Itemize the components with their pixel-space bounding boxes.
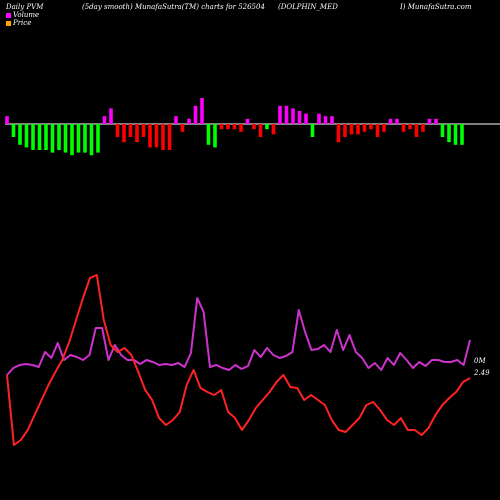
header-center2: (DOLPHIN_MED [278,3,338,11]
volume-bar [213,124,217,148]
volume-bar [18,124,22,145]
legend-price: Price [6,19,31,27]
volume-bar [252,124,256,130]
volume-bar [122,124,126,143]
price-line [6,274,471,446]
volume-bar [336,124,341,143]
volume-bar [96,124,100,153]
volume-bar [232,124,237,130]
volume-bar [148,124,152,148]
volume-bar [434,118,438,124]
volume-bar [154,124,159,148]
volume-bar [50,124,55,153]
volume-bar [317,113,321,124]
legend-volume-swatch [6,12,11,18]
volume-bar [447,124,451,143]
volume-bar [382,124,386,132]
volume-bar [362,124,367,132]
volume-bar [239,124,243,132]
volume-bar [180,124,185,132]
legend-volume: Volume [6,11,39,19]
volume-bar [421,124,425,132]
volume-bar [37,124,42,150]
volume-bar [11,124,16,137]
volume-bar [161,124,165,150]
volume-bar [278,105,282,124]
volume-bar [245,118,250,124]
legend-price-swatch [6,20,11,26]
volume-bar [226,124,230,130]
header-left: Daily PVM [6,3,44,11]
volume-bar [330,116,334,124]
volume-bar [83,124,87,153]
volume-bar [128,124,133,137]
volume-bar [369,124,373,130]
volume-bar [395,118,399,124]
volume-bar [206,124,211,145]
volume-bar [200,98,204,124]
volume-bar [219,124,224,130]
volume-bar [193,105,198,124]
label-right-top: 0M [474,357,486,365]
volume-bar [460,124,464,145]
volume-bar [265,124,269,130]
legend-price-label: Price [13,19,32,27]
volume-bar [57,124,61,150]
volume-bar [284,105,289,124]
volume-bar [89,124,94,156]
volume-bar [343,124,347,137]
volume-bar [375,124,380,137]
label-right-bottom: 2.49 [474,369,490,377]
volume-bar [453,124,458,145]
volume-bar [356,124,360,135]
volume-bar [401,124,406,132]
volume-bar [291,108,295,124]
volume-bar [102,116,107,124]
legend-volume-label: Volume [13,11,40,19]
volume-bar [24,124,29,148]
volume-bar [388,118,393,124]
volume-bar [427,118,432,124]
volume-bar [70,124,74,156]
volume-bar [271,124,276,135]
volume-bar [167,124,172,150]
volume-bar [187,118,191,124]
volume-bar [174,116,178,124]
header-right: I) MunafaSutra.com [400,3,472,11]
volume-line [6,297,471,376]
volume-bar [76,124,81,153]
volume-bar [323,116,328,124]
volume-bar [109,108,113,124]
volume-bar [115,124,120,137]
volume-bar [141,124,146,137]
volume-bar [5,116,9,124]
volume-bar [135,124,139,143]
volume-bar [304,113,308,124]
volume-bar [414,124,419,137]
volume-bar [258,124,263,137]
volume-bar [349,124,354,135]
volume-bar [310,124,315,137]
volume-bar [31,124,35,150]
volume-bar [408,124,412,130]
volume-bar [297,111,302,124]
volume-bar [63,124,68,153]
header-center1: (5day smooth) MunafaSutra(TM) charts for… [82,3,265,11]
volume-bar [44,124,48,150]
volume-bar [440,124,445,137]
